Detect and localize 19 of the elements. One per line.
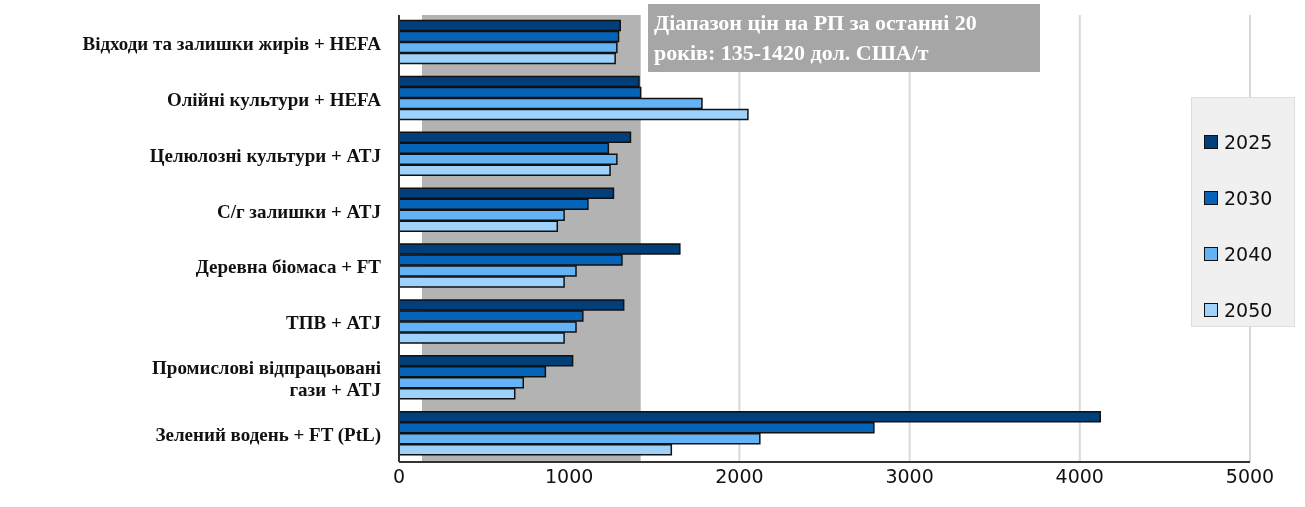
y-tick-label: Промислові відпрацьовані гази + ATJ — [152, 356, 381, 400]
x-tick-label: 3000 — [885, 465, 934, 488]
legend-label: 2050 — [1223, 298, 1274, 323]
y-tick-label: Целюлозні культури + ATJ — [149, 144, 381, 166]
x-tick-label: 5000 — [1225, 465, 1275, 488]
legend-label: 2025 — [1223, 130, 1274, 155]
x-tick-label: 4000 — [1055, 465, 1104, 488]
y-tick-label: ТПВ + ATJ — [286, 311, 381, 333]
y-tick-label: Деревна біомаса + FT — [195, 255, 382, 277]
legend-label: 2030 — [1223, 186, 1274, 211]
x-tick-label: 1000 — [545, 465, 594, 488]
x-tick-label: 0 — [392, 465, 406, 488]
y-tick-label: Олійні культури + HEFA — [166, 88, 382, 110]
legend-label: 2040 — [1223, 242, 1274, 267]
x-tick-label: 2000 — [715, 465, 764, 488]
y-tick-label: С/г залишки + ATJ — [216, 200, 381, 222]
y-tick-label: Зелений водень + FT (PtL) — [155, 423, 381, 446]
y-tick-label: Відходи та залишки жирів + HEFA — [82, 32, 382, 54]
band-label: Діапазон цін на РП за останні 20 років: 135-1420 дол. США/т — [648, 4, 1040, 72]
